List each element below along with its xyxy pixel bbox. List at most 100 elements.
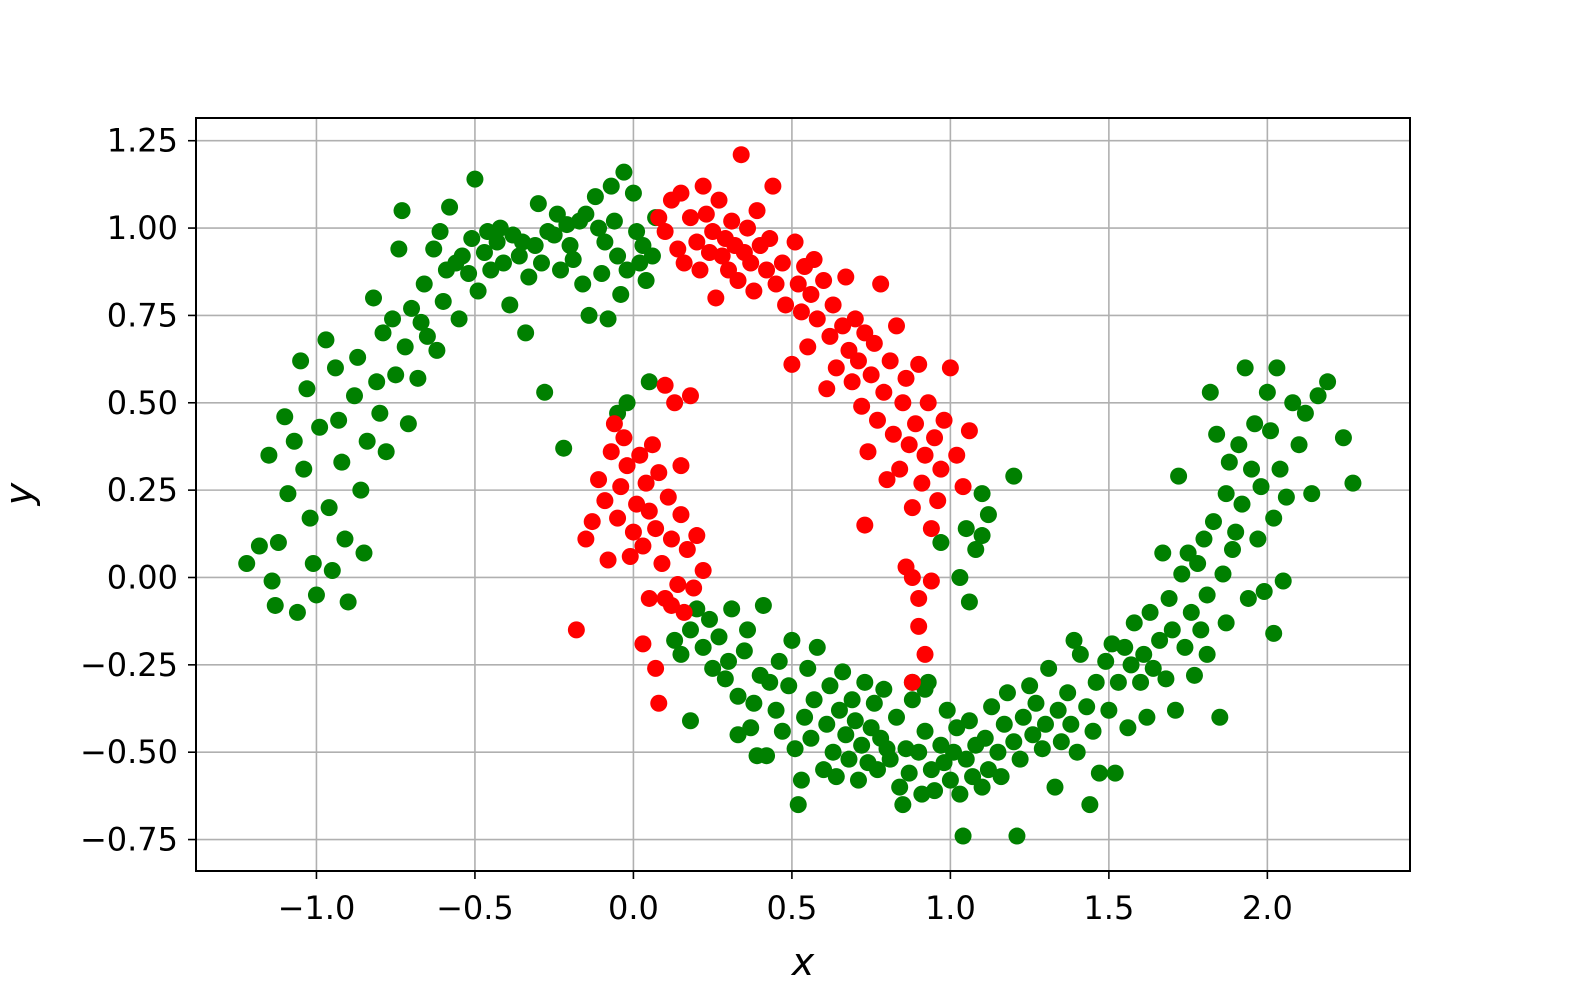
green-point xyxy=(710,628,728,646)
red-point xyxy=(647,520,665,538)
red-point xyxy=(615,429,633,447)
green-point xyxy=(368,373,386,391)
green-point xyxy=(888,708,906,726)
green-point xyxy=(453,247,471,265)
red-point xyxy=(631,446,649,464)
green-point xyxy=(932,534,950,552)
green-point xyxy=(1277,488,1295,506)
green-point xyxy=(377,443,395,461)
green-point xyxy=(1068,743,1086,761)
green-point xyxy=(1071,645,1089,663)
red-point xyxy=(868,411,886,429)
red-point xyxy=(777,296,795,314)
green-point xyxy=(926,782,944,800)
green-point xyxy=(916,722,934,740)
green-point xyxy=(409,369,427,387)
red-point xyxy=(672,457,690,475)
green-point xyxy=(720,652,738,670)
red-point xyxy=(637,474,655,492)
red-point xyxy=(605,415,623,433)
red-point xyxy=(672,506,690,524)
axis-ticks: −1.0 −0.5 0.0 0.5 1.0 1.5 2.0 −0.75 −0.50 −0.25 0.… xyxy=(80,122,1293,927)
plot-frame xyxy=(195,117,1411,872)
green-point xyxy=(295,460,313,478)
green-point xyxy=(789,796,807,814)
green-point xyxy=(466,170,484,188)
red-point xyxy=(656,376,674,394)
green-point xyxy=(1081,796,1099,814)
green-point xyxy=(266,596,284,614)
red-point xyxy=(824,296,842,314)
red-point xyxy=(640,502,658,520)
green-point xyxy=(536,383,554,401)
green-point xyxy=(1141,603,1159,621)
red-point xyxy=(678,541,696,559)
green-point xyxy=(428,341,446,359)
green-point xyxy=(989,743,1007,761)
red-point xyxy=(903,499,921,517)
green-point xyxy=(1274,572,1292,590)
green-point xyxy=(1249,530,1267,548)
green-point xyxy=(387,366,405,384)
green-point xyxy=(783,631,801,649)
green-point xyxy=(333,453,351,471)
green-point xyxy=(808,638,826,656)
green-point xyxy=(1220,453,1238,471)
green-point xyxy=(704,659,722,677)
green-point xyxy=(384,310,402,328)
green-point xyxy=(1170,467,1188,485)
green-point xyxy=(1309,387,1327,405)
red-point xyxy=(929,492,947,510)
green-point xyxy=(1334,429,1352,447)
green-point xyxy=(358,432,376,450)
green-point xyxy=(960,593,978,611)
green-point xyxy=(666,631,684,649)
red-point xyxy=(748,202,766,220)
green-point xyxy=(574,275,592,293)
red-point xyxy=(900,436,918,454)
green-point xyxy=(463,230,481,248)
green-point xyxy=(1173,565,1191,583)
green-point xyxy=(891,778,909,796)
green-point xyxy=(412,313,430,331)
y-tick-label: 0.00 xyxy=(107,558,178,596)
green-point xyxy=(1217,485,1235,503)
red-point xyxy=(767,275,785,293)
red-point xyxy=(834,317,852,335)
green-point xyxy=(1084,722,1102,740)
green-point xyxy=(434,292,452,310)
green-point xyxy=(1166,701,1184,719)
red-point xyxy=(675,603,693,621)
x-tick-label: 2.0 xyxy=(1242,889,1293,927)
green-point xyxy=(311,418,329,436)
green-point xyxy=(1189,555,1207,573)
green-point xyxy=(320,499,338,517)
x-tick-label: −1.0 xyxy=(278,889,356,927)
red-point xyxy=(954,478,972,496)
red-point xyxy=(827,359,845,377)
green-point xyxy=(995,715,1013,733)
green-point xyxy=(517,324,535,342)
red-point xyxy=(881,352,899,370)
red-point xyxy=(875,383,893,401)
green-point xyxy=(1160,589,1178,607)
green-point xyxy=(938,701,956,719)
green-point xyxy=(865,694,883,712)
green-point xyxy=(1233,495,1251,513)
green-point xyxy=(365,289,383,307)
green-point xyxy=(1106,764,1124,782)
green-point xyxy=(900,764,918,782)
y-tick-label: 1.00 xyxy=(107,209,178,247)
green-point xyxy=(1033,740,1051,758)
green-point xyxy=(951,568,969,586)
green-point xyxy=(799,659,817,677)
green-point xyxy=(853,736,871,754)
green-point xyxy=(1090,764,1108,782)
red-point xyxy=(799,338,817,356)
red-point xyxy=(634,635,652,653)
red-point xyxy=(888,317,906,335)
green-point xyxy=(1109,673,1127,691)
green-point xyxy=(450,310,468,328)
green-point xyxy=(615,163,633,181)
